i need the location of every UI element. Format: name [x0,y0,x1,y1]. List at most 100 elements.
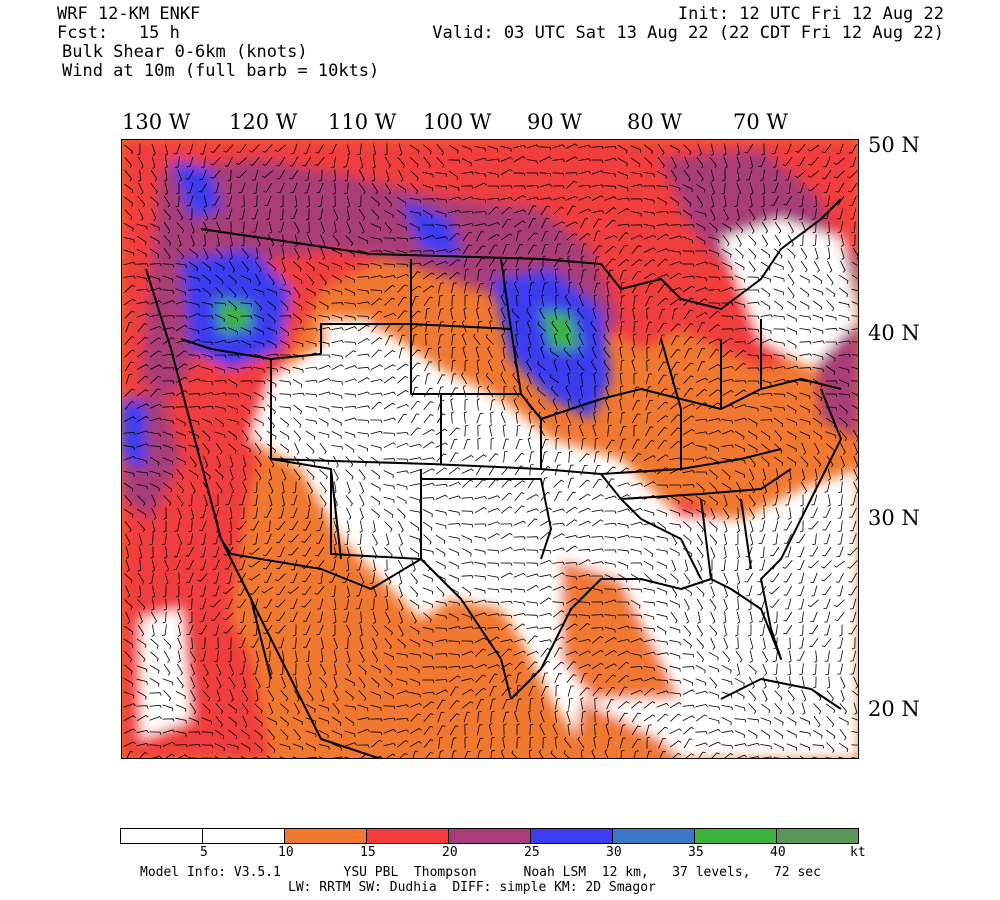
wind-barb [320,221,325,234]
wind-barb [526,385,533,398]
wind-barb [305,314,316,322]
wind-barb [213,182,220,194]
wind-barb [695,377,708,383]
wind-barb [331,743,342,751]
wind-barb [513,281,519,294]
wind-barb [136,730,149,734]
wind-barb [409,678,420,686]
wind-barb [266,378,277,388]
wind-barb [137,323,148,332]
wind-barb [489,269,496,281]
wind-barb [332,455,339,468]
wind-barb [591,159,604,164]
wind-barb [568,450,573,463]
wind-barb [136,638,147,648]
wind-barb [782,560,793,569]
wind-barb [253,611,258,624]
wind-barb [696,195,704,208]
wind-barb [267,300,276,311]
wind-barb [487,562,500,567]
wind-barb [448,159,461,164]
wind-barb [813,404,822,415]
wind-barb [684,598,690,611]
wind-barb [489,698,496,710]
wind-barb [371,209,380,220]
wind-barb [554,411,558,424]
wind-barb [151,624,155,637]
wind-barb [163,663,171,676]
wind-barb [162,431,174,439]
wind-barb [164,156,168,169]
wind-barb [514,661,525,670]
wind-barb [695,287,708,292]
wind-barb [435,678,448,683]
wind-barb [604,235,617,240]
wind-barb [448,509,460,516]
wind-barb [747,276,760,281]
wind-barb [591,575,604,579]
wind-barb [138,169,142,182]
wind-barb [734,457,746,464]
wind-barb [292,340,304,347]
wind-barb [604,650,617,657]
wind-barb [721,730,734,734]
wind-barb [241,702,249,715]
wind-barb [422,482,435,487]
wind-barb [539,559,552,565]
wind-barb [500,623,513,631]
wind-barb [838,353,851,358]
wind-barb [669,468,682,474]
wind-barb [162,611,167,624]
wind-barb [682,689,695,695]
wind-barb [593,723,598,736]
wind-barb [425,307,430,320]
wind-barb [620,307,625,320]
wind-barb [721,315,734,320]
wind-barb [760,327,772,334]
wind-barb [591,749,596,759]
wind-barb [333,637,339,650]
wind-barb [617,508,630,513]
wind-barb [800,494,804,507]
wind-barb [136,690,147,700]
wind-barb [722,234,730,247]
shear-region-25-30 [171,159,221,219]
wind-barb [396,717,409,722]
wind-barb [240,392,251,400]
wind-barb [333,520,338,533]
wind-barb [307,234,313,247]
wind-barb [617,197,630,201]
wind-barb [123,715,136,721]
wind-barb [331,364,344,370]
wind-barb [371,349,382,358]
wind-barb [370,469,381,480]
wind-barb [797,585,805,597]
wind-barb [384,585,388,598]
wind-barb [514,505,525,514]
wind-barb [293,430,301,442]
wind-barb [773,315,785,320]
wind-barb [669,740,682,748]
wind-barb [461,510,474,515]
wind-barb [853,676,859,689]
wind-barb [541,244,549,255]
wind-barb [306,195,310,208]
wind-barb [683,726,695,735]
wind-barb [670,335,680,346]
wind-barb [448,184,460,192]
wind-barb [604,185,617,190]
wind-barb [268,702,274,715]
wind-barb [448,574,459,582]
wind-barb [591,601,604,605]
wind-barb [396,263,409,268]
wind-barb [683,362,694,371]
wind-barb [516,424,521,437]
wind-barb [358,456,367,467]
wind-barb [567,685,574,697]
state-border [270,359,342,560]
wind-barb [346,195,351,208]
wind-barb [669,728,682,734]
wind-barb [255,247,259,260]
wind-barb [263,182,273,193]
wind-barb [606,478,615,489]
